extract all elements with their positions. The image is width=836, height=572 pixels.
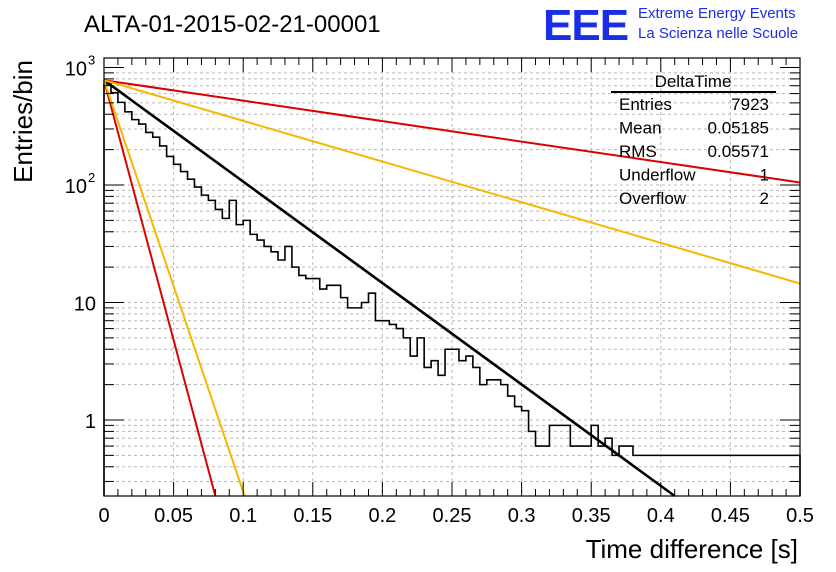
stats-label: Underflow — [619, 166, 696, 185]
logo-mark: EEE — [543, 1, 628, 50]
grid — [104, 58, 800, 496]
y-tick-exponent: 3 — [88, 53, 95, 68]
x-tick-label: 0.15 — [293, 505, 332, 527]
stats-value: 2 — [760, 189, 769, 208]
fit-line — [103, 79, 217, 497]
x-tick-label: 0.25 — [433, 505, 472, 527]
x-tick-label: 0.05 — [154, 505, 193, 527]
x-tick-label: 0.1 — [229, 505, 257, 527]
x-tick-label: 0.35 — [572, 505, 611, 527]
axis-ticks — [103, 58, 801, 496]
y-tick-exponent: 2 — [88, 170, 95, 185]
stats-label: Entries — [619, 95, 672, 114]
stats-value: 1 — [760, 166, 769, 185]
x-tick-label: 0.3 — [508, 505, 536, 527]
fit-line — [103, 79, 246, 497]
x-axis-label: Time difference [s] — [586, 534, 798, 564]
y-tick-label: 10 — [65, 59, 87, 81]
stats-label: RMS — [619, 142, 657, 161]
y-axis-label: Entries/bin — [8, 60, 38, 183]
stats-value: 7923 — [731, 95, 769, 114]
x-tick-label: 0.4 — [647, 505, 675, 527]
stats-rows: Entries 7923 Mean 0.05185 RMS 0.05571 Underflo… — [619, 95, 769, 208]
chart-title: ALTA-01-2015-02-21-00001 — [84, 11, 381, 38]
histogram-bins — [103, 83, 801, 496]
x-tick-labels: 0 0.05 0.1 0.15 0.2 0.25 0.3 0.35 0.4 0.45 0.5 — [98, 505, 813, 527]
stats-value: 0.05185 — [708, 119, 769, 138]
stats-box: DeltaTime Entries 7923 Mean 0.05185 RMS 0.055… — [611, 72, 776, 208]
logo-line-1: Extreme Energy Events — [638, 5, 796, 22]
stats-title: DeltaTime — [655, 72, 732, 91]
x-tick-label: 0.5 — [786, 505, 814, 527]
y-tick-label: 10 — [65, 176, 87, 198]
x-tick-label: 0.45 — [711, 505, 750, 527]
logo-line-2: La Scienza nelle Scuole — [638, 25, 798, 42]
y-tick-label: 1 — [85, 411, 96, 433]
y-tick-label: 10 — [74, 294, 96, 316]
fit-lines — [103, 79, 801, 498]
fit-line — [103, 79, 801, 285]
stats-label: Mean — [619, 119, 662, 138]
stats-value: 0.05571 — [708, 142, 769, 161]
x-tick-label: 0 — [98, 505, 109, 527]
fit-line — [103, 79, 801, 184]
x-tick-label: 0.2 — [368, 505, 396, 527]
histogram-outline — [103, 83, 801, 496]
eee-logo: EEE Extreme Energy Events La Scienza nel… — [543, 1, 798, 50]
stats-label: Overflow — [619, 189, 687, 208]
fit-line — [103, 79, 676, 498]
